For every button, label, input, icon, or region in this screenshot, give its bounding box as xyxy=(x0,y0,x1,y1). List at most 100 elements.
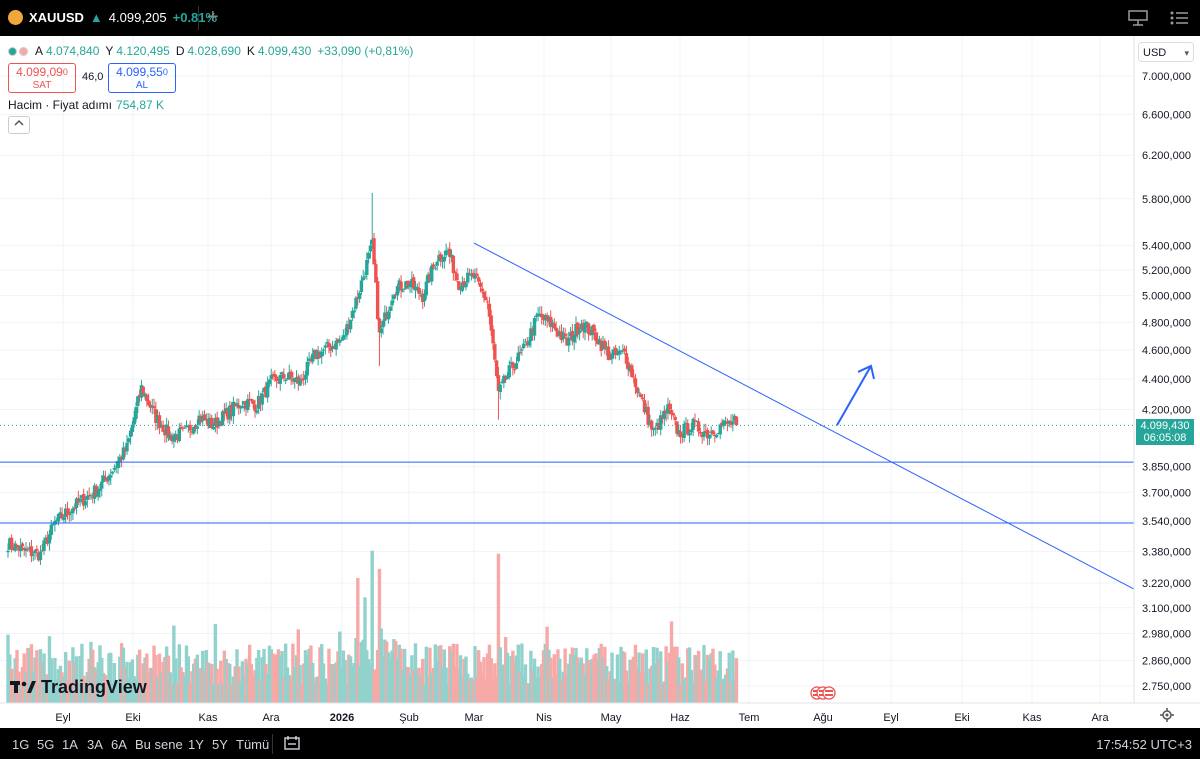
candle xyxy=(356,297,360,299)
candle xyxy=(45,537,50,544)
candle xyxy=(716,433,721,435)
candle xyxy=(415,286,420,288)
price-tick-label: 5.000,000 xyxy=(1142,291,1191,303)
sell-button[interactable]: 4.099,090 SAT xyxy=(8,63,76,93)
volume-bar xyxy=(91,649,95,703)
candle xyxy=(622,348,627,352)
volume-bar xyxy=(437,646,441,703)
candle xyxy=(60,513,64,519)
layout-icon[interactable] xyxy=(1128,10,1148,29)
timeframe-1y[interactable]: 1Y xyxy=(188,737,204,752)
volume-bar xyxy=(496,553,501,703)
volume-bar xyxy=(201,650,205,703)
volume-bar xyxy=(343,660,347,703)
volume-bar xyxy=(648,668,652,703)
timeframe-1g[interactable]: 1G xyxy=(12,737,30,752)
time-tick-label: Kas xyxy=(199,712,218,724)
candle xyxy=(56,513,61,522)
volume-bar xyxy=(372,669,376,703)
volume-bar xyxy=(141,663,145,703)
volume-bar xyxy=(630,659,634,703)
volume-bar xyxy=(644,649,648,703)
candle xyxy=(628,366,632,372)
candle xyxy=(734,416,739,426)
timeframe-all[interactable]: Tümü xyxy=(236,737,270,752)
volume-bar xyxy=(444,667,448,703)
candle xyxy=(451,255,456,274)
volume-bar xyxy=(121,647,126,703)
volume-bar xyxy=(498,647,502,703)
candle xyxy=(411,277,416,289)
candle xyxy=(244,400,248,410)
volume-bar xyxy=(60,672,64,703)
trendline xyxy=(473,242,1135,590)
volume-bar xyxy=(210,664,214,703)
candle xyxy=(702,431,706,437)
volume-bar xyxy=(509,656,513,703)
candle xyxy=(671,413,676,416)
more-icon[interactable] xyxy=(1170,10,1190,29)
candle xyxy=(377,318,382,333)
price-chart[interactable]: 7.000,000 6.600,000 6.200,000 5.800,000 5.40… xyxy=(0,36,1200,726)
candle xyxy=(154,409,158,423)
candle xyxy=(47,534,52,544)
volume-bar xyxy=(597,647,602,703)
candle xyxy=(177,428,181,441)
candle xyxy=(347,324,351,330)
symbol-selector[interactable]: XAUUSD ▲ 4.099,205 +0.81% xyxy=(8,10,217,25)
volume-bar xyxy=(87,658,91,703)
chart-area[interactable]: 7.000,000 6.600,000 6.200,000 5.800,000 5.40… xyxy=(0,36,1200,726)
volume-bar xyxy=(543,643,548,703)
utc-clock[interactable]: 17:54:52 UTC+3 xyxy=(1096,737,1192,752)
volume-bar xyxy=(336,651,340,703)
candle xyxy=(123,448,127,452)
volume-bar xyxy=(202,670,207,703)
volume-bar xyxy=(700,669,704,703)
volume-bar xyxy=(267,645,272,703)
candle xyxy=(92,485,97,499)
collapse-legend-button[interactable] xyxy=(8,116,30,134)
volume-bar xyxy=(402,648,407,703)
buy-button[interactable]: 4.099,550 AL xyxy=(108,63,176,93)
price-tick-label: 5.800,000 xyxy=(1142,194,1191,206)
candle xyxy=(316,351,320,359)
timeframe-3a[interactable]: 3A xyxy=(87,737,103,752)
candle xyxy=(190,431,194,433)
candle xyxy=(422,294,427,302)
timeframe-ytd[interactable]: Bu sene xyxy=(135,737,183,752)
volume-bar xyxy=(114,684,118,703)
gear-icon[interactable] xyxy=(1160,708,1174,725)
time-tick-label: Mar xyxy=(465,712,484,724)
volume-bar xyxy=(448,646,452,703)
add-tab-button[interactable]: + xyxy=(207,6,219,28)
gold-coin-icon xyxy=(8,10,23,25)
candle xyxy=(502,375,506,384)
candle xyxy=(94,486,99,497)
timeframe-1a[interactable]: 1A xyxy=(62,737,78,752)
volume-bar xyxy=(489,658,493,703)
candle xyxy=(583,322,587,333)
volume-bar xyxy=(312,682,317,703)
date-range-icon[interactable] xyxy=(284,735,300,754)
candle xyxy=(426,274,430,283)
volume-bar xyxy=(58,665,62,703)
currency-selector[interactable]: USD ▾ xyxy=(1138,42,1194,62)
volume-bar xyxy=(458,655,463,703)
timeframe-5g[interactable]: 5G xyxy=(37,737,55,752)
candle xyxy=(260,393,264,405)
volume-bar xyxy=(404,666,409,703)
volume-bar xyxy=(251,674,255,703)
volume-bar xyxy=(65,679,70,703)
candle xyxy=(125,442,129,452)
timeframe-5y[interactable]: 5Y xyxy=(212,737,228,752)
volume-bar xyxy=(282,677,286,703)
candle xyxy=(184,425,189,428)
timeframe-6a[interactable]: 6A xyxy=(111,737,127,752)
tradingview-logo[interactable]: TradingView xyxy=(10,677,147,698)
candle xyxy=(78,498,82,502)
volume-bar xyxy=(381,655,385,703)
volume-bar xyxy=(329,664,333,703)
candle xyxy=(287,372,291,380)
candle xyxy=(604,348,609,350)
candle xyxy=(511,362,515,369)
